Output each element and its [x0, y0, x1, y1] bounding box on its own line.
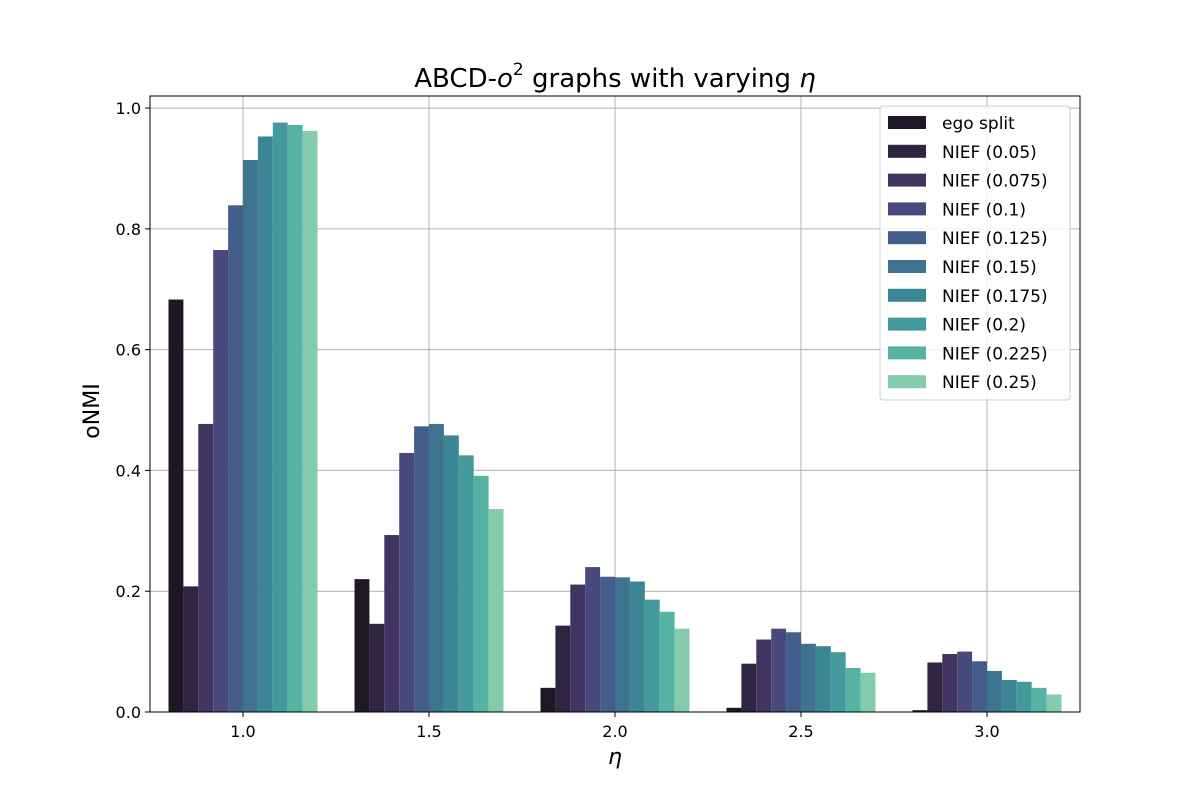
legend-label: NIEF (0.1) — [942, 200, 1026, 220]
bar — [354, 579, 370, 712]
legend-label: NIEF (0.2) — [942, 316, 1026, 336]
bar — [801, 643, 816, 712]
bar — [585, 567, 601, 712]
y-tick-label: 0.4 — [116, 461, 141, 480]
y-axis-label: oNMI — [80, 383, 105, 438]
legend-swatch — [888, 375, 926, 389]
chart-title: ABCD-o2 graphs with varying η — [414, 60, 815, 94]
bar — [272, 122, 288, 712]
bar — [615, 577, 630, 712]
x-tick-label: 1.0 — [230, 722, 255, 741]
legend-swatch — [888, 202, 926, 216]
bar — [183, 586, 199, 712]
bar — [644, 599, 660, 712]
y-axis: 0.0 0.2 0.4 0.6 0.8 1.0 — [116, 99, 150, 722]
legend-label: NIEF (0.05) — [942, 143, 1037, 163]
bar — [972, 661, 987, 712]
bar — [257, 136, 273, 712]
bar — [942, 654, 958, 712]
x-axis: 1.0 1.5 2.0 2.5 3.0 — [230, 712, 1000, 741]
bar — [369, 623, 385, 712]
bar — [845, 667, 861, 712]
title-var: o — [497, 64, 513, 94]
bar — [540, 687, 556, 712]
bar — [414, 426, 429, 712]
bar — [756, 639, 772, 712]
bar — [429, 423, 444, 712]
legend-swatch — [888, 144, 926, 158]
legend-swatch — [888, 288, 926, 302]
legend-swatch — [888, 231, 926, 245]
bar — [1031, 687, 1047, 712]
title-suffix: graphs with varying — [524, 64, 799, 94]
bar — [243, 160, 258, 712]
legend-label: NIEF (0.15) — [942, 258, 1037, 278]
y-tick-label: 0.2 — [116, 582, 141, 601]
legend-box — [879, 105, 1071, 401]
bar — [786, 632, 801, 712]
x-tick-label: 1.5 — [416, 722, 441, 741]
bar — [384, 535, 400, 712]
bar — [488, 509, 504, 712]
bar — [228, 205, 243, 712]
bar — [771, 628, 787, 712]
legend: ego split NIEF (0.05) NIEF (0.075) NIEF (0.… — [879, 105, 1071, 401]
bar — [860, 672, 876, 712]
legend-swatch — [888, 260, 926, 273]
bar — [741, 663, 757, 712]
bar — [213, 250, 229, 712]
bar — [399, 452, 415, 712]
title-prefix: ABCD- — [414, 64, 497, 94]
legend-swatch — [888, 317, 926, 331]
bar — [1001, 679, 1017, 712]
y-tick-label: 0.0 — [116, 703, 141, 722]
bar — [815, 646, 831, 712]
bar — [555, 625, 571, 712]
title-var2: η — [799, 64, 815, 94]
bar — [957, 651, 973, 712]
bar — [473, 475, 489, 712]
bar — [830, 652, 846, 712]
legend-label: ego split — [942, 114, 1015, 134]
bar — [674, 628, 690, 712]
bar — [629, 581, 645, 712]
bars — [168, 122, 1062, 713]
bar — [458, 455, 474, 712]
bar — [726, 707, 742, 712]
x-tick-label: 2.0 — [602, 722, 627, 741]
bar — [927, 662, 943, 712]
y-tick-label: 1.0 — [116, 99, 141, 118]
legend-label: NIEF (0.075) — [942, 172, 1048, 192]
legend-swatch — [888, 116, 926, 129]
x-tick-label: 3.0 — [974, 722, 999, 741]
bar — [987, 670, 1002, 712]
legend-label: NIEF (0.175) — [942, 287, 1048, 307]
bar — [570, 584, 586, 712]
bar — [600, 576, 615, 712]
x-tick-label: 2.5 — [788, 722, 813, 741]
legend-label: NIEF (0.225) — [942, 344, 1048, 364]
bar — [198, 423, 214, 712]
legend-swatch — [888, 346, 926, 360]
legend-swatch — [888, 173, 926, 187]
bar — [287, 124, 303, 713]
bar — [302, 131, 318, 712]
bar — [443, 435, 459, 712]
bar — [1046, 694, 1062, 712]
y-tick-label: 0.8 — [116, 220, 141, 239]
title-sup: 2 — [513, 60, 524, 80]
bar — [659, 611, 675, 712]
bar — [168, 299, 184, 712]
legend-label: NIEF (0.125) — [942, 229, 1048, 249]
y-tick-label: 0.6 — [116, 341, 141, 360]
bar — [912, 710, 928, 712]
x-axis-label: η — [608, 745, 622, 770]
bar — [1016, 681, 1032, 712]
legend-label: NIEF (0.25) — [942, 373, 1037, 393]
